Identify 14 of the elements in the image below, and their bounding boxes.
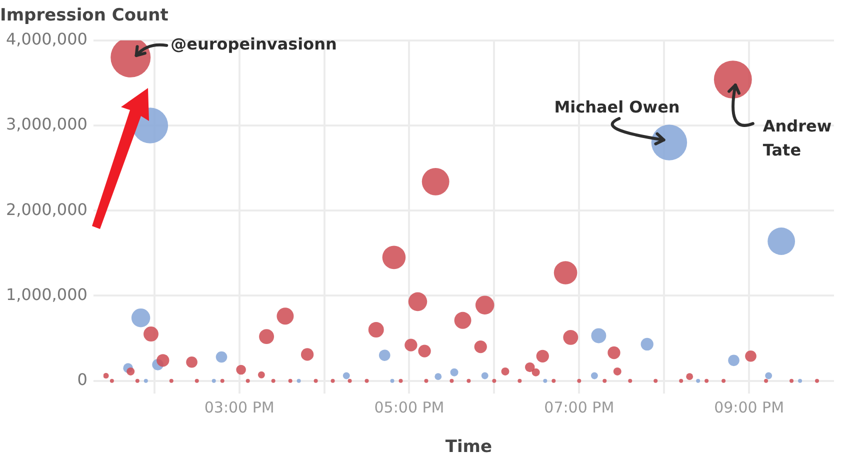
y-tick-label: 3,000,000 [6,114,88,134]
x-axis-title: Time [445,437,492,458]
x-tick-label: 03:00 PM [204,398,274,416]
x-tick-label: 05:00 PM [374,398,444,416]
annotation: Michael Owen [554,98,680,117]
y-tick-label: 2,000,000 [6,200,88,219]
y-tick-label: 4,000,000 [6,30,88,49]
y-tick-label: 1,000,000 [6,284,88,304]
y-axis-title: Impression Count [0,6,168,26]
y-tick-label: 0 [77,370,88,389]
x-tick-label: 09:00 PM [714,398,784,416]
x-tick-label: 07:00 PM [544,398,614,416]
annotation: Andrew Tate [762,116,832,160]
annotation: @europeinvasionn [170,34,337,54]
